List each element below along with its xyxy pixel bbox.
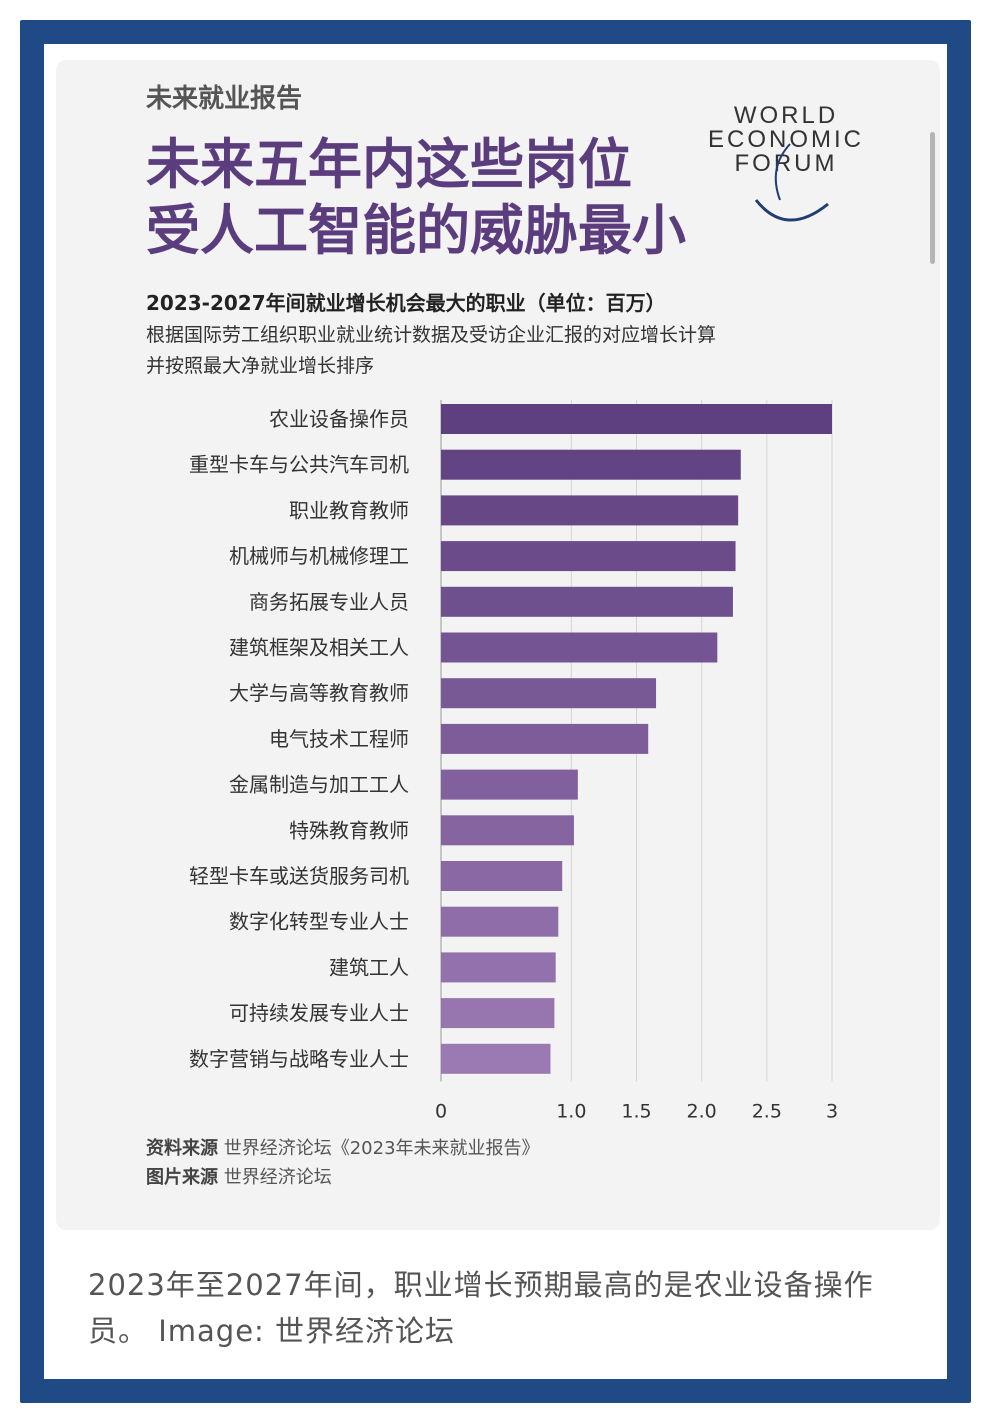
category-label: 机械师与机械修理工 xyxy=(229,544,409,568)
category-label: 金属制造与加工工人 xyxy=(229,773,409,797)
category-label: 数字化转型专业人士 xyxy=(229,910,409,934)
bar xyxy=(441,495,739,526)
bar xyxy=(441,1043,551,1074)
data-source: 资料来源 世界经济论坛《2023年未来就业报告》 xyxy=(146,1134,540,1163)
category-label: 轻型卡车或送货服务司机 xyxy=(189,864,409,888)
logo-arc-icon xyxy=(754,143,829,222)
bar xyxy=(441,952,556,983)
x-tick-label: 2.0 xyxy=(687,1101,717,1123)
category-label: 建筑工人 xyxy=(329,955,409,979)
bar-chart: 0 1.0 1.5 2.0 2.5 3 农业设备操作员重型卡车与公共汽车司机职业教育教师机械… xyxy=(189,400,838,1123)
x-tick-label: 1.5 xyxy=(621,1101,651,1123)
note-line-1: 根据国际劳工组织职业就业统计数据及受访企业汇报的对应增长计算 xyxy=(146,324,717,346)
report-kicker: 未来就业报告 xyxy=(146,84,303,114)
wef-logo: WORLD ECONOMIC FORUM xyxy=(706,102,866,222)
chart-subtitle: 2023-2027年间就业增长机会最大的职业（单位：百万） xyxy=(146,291,666,315)
bar xyxy=(441,586,733,617)
bar xyxy=(441,906,559,937)
bar xyxy=(441,404,832,434)
headline: 未来五年内这些岗位 受人工智能的威胁最小 xyxy=(146,132,686,264)
category-label: 重型卡车与公共汽车司机 xyxy=(189,453,409,477)
logo-line-3: FORUM xyxy=(734,150,838,177)
category-label: 农业设备操作员 xyxy=(269,407,409,431)
source-block: 资料来源 世界经济论坛《2023年未来就业报告》 图片来源 世界经济论坛 xyxy=(146,1134,540,1192)
category-label: 商务拓展专业人员 xyxy=(249,590,409,614)
category-label: 职业教育教师 xyxy=(289,498,409,522)
bar xyxy=(441,541,736,572)
chart-note: 根据国际劳工组织职业就业统计数据及受访企业汇报的对应增长计算 并按照最大净就业增… xyxy=(146,320,716,382)
bar xyxy=(441,998,555,1029)
bar xyxy=(441,632,718,663)
bar xyxy=(441,723,649,754)
infographic-card: 未来就业报告 未来五年内这些岗位 受人工智能的威胁最小 WORLD ECONOM… xyxy=(56,60,940,1230)
image-source: 图片来源 世界经济论坛 xyxy=(146,1163,540,1192)
category-label: 可持续发展专业人士 xyxy=(229,1001,409,1025)
bar xyxy=(441,449,741,480)
category-label: 大学与高等教育教师 xyxy=(229,681,409,705)
scrollbar[interactable] xyxy=(930,132,935,264)
category-label: 特殊教育教师 xyxy=(289,818,409,842)
logo-line-2: ECONOMIC xyxy=(708,126,864,153)
image-caption: 2023年至2027年间，职业增长预期最高的是农业设备操作员。 Image: 世… xyxy=(88,1268,874,1348)
category-label: 电气技术工程师 xyxy=(269,727,409,751)
data-source-label: 资料来源 xyxy=(146,1138,218,1159)
x-tick-label: 2.5 xyxy=(752,1101,782,1123)
image-source-text: 世界经济论坛 xyxy=(223,1167,332,1188)
bar xyxy=(441,815,574,846)
headline-line-2: 受人工智能的威胁最小 xyxy=(146,199,686,262)
headline-line-1: 未来五年内这些岗位 xyxy=(146,133,632,196)
note-line-2: 并按照最大净就业增长排序 xyxy=(146,355,375,377)
category-label: 建筑框架及相关工人 xyxy=(229,636,409,660)
category-label: 数字营销与战略专业人士 xyxy=(189,1047,409,1071)
x-tick-label: 1.0 xyxy=(556,1101,586,1123)
x-tick-label: 3 xyxy=(826,1101,838,1123)
logo-line-1: WORLD xyxy=(733,102,839,129)
data-source-text: 世界经济论坛《2023年未来就业报告》 xyxy=(223,1138,540,1159)
image-source-label: 图片来源 xyxy=(146,1167,218,1188)
bar xyxy=(441,769,578,800)
bar xyxy=(441,861,563,891)
x-tick-label: 0 xyxy=(435,1101,447,1123)
bar xyxy=(441,678,657,709)
